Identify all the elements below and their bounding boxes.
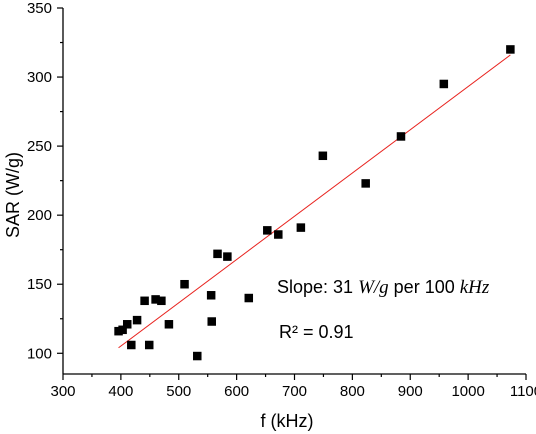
slope-unit-wg: W/g [358,277,389,298]
y-tick-label: 100 [27,345,52,362]
x-tick-label: 900 [398,383,423,400]
slope-prefix: Slope: 31 [277,277,358,297]
data-point [127,340,136,350]
data-point [296,223,306,232]
x-tick-label: 1100 [510,383,536,400]
slope-mid: per 100 [389,277,460,297]
x-tick-label: 300 [50,383,75,400]
data-point [506,45,515,54]
data-point [223,252,232,261]
y-tick-label: 250 [27,138,52,155]
x-tick-label: 400 [108,383,133,400]
x-tick-label: 500 [166,383,191,400]
x-axis-title: f (kHz) [261,411,314,431]
x-tick-label: 700 [282,383,307,400]
y-tick-label: 350 [27,0,52,17]
data-point [144,340,154,350]
data-point [122,320,132,329]
data-point [206,291,216,300]
y-axis-title: SAR (W/g) [3,152,23,238]
data-point [151,295,160,304]
data-point [118,325,127,335]
x-tick-label: 1000 [451,383,484,400]
y-tick-label: 200 [27,207,52,224]
data-point [140,296,149,306]
data-point [396,132,406,141]
data-point [439,79,449,89]
plot-area [114,45,515,361]
data-point [164,320,174,329]
r-squared-annotation: R² = 0.91 [279,322,354,342]
slope-annotation: Slope: 31 W/g per 100 kHz [277,277,490,298]
data-point [244,293,254,303]
data-point [213,249,222,259]
linear-fit-line [118,54,511,349]
y-tick-label: 300 [27,69,52,86]
axes: 300 400 500 600 700 800 900 1000 1100 100 150 200 25… [27,0,536,400]
data-point [263,226,272,235]
data-point [207,317,216,326]
x-tick-label: 800 [340,383,365,400]
y-tick-label: 150 [27,276,52,293]
data-point [318,151,328,161]
slope-unit-khz: kHz [460,277,490,298]
data-point [274,230,283,239]
data-point [193,351,202,361]
data-point [180,279,189,289]
data-point [157,296,166,306]
data-point [361,179,370,188]
data-point [132,315,142,325]
x-tick-label: 600 [224,383,249,400]
